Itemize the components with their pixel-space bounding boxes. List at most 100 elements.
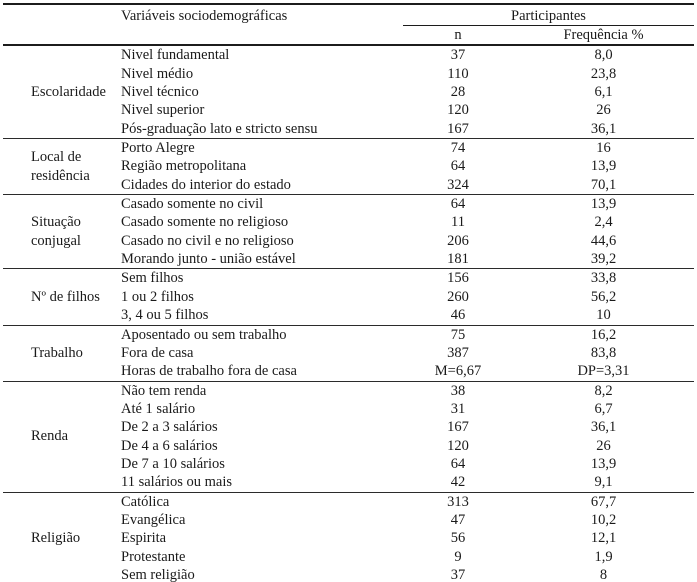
table-row: Local de residência Porto Alegre 74 16 bbox=[3, 138, 694, 195]
freq-cell: 36,1 bbox=[590, 419, 617, 436]
variable-cell: Não tem renda bbox=[118, 380, 403, 400]
variable-cell: Pós-graduação lato e stricto sensu bbox=[121, 120, 318, 137]
freq-cell: 6,7 bbox=[594, 400, 613, 417]
page: Variáveis sociodemográficas Participante… bbox=[0, 3, 697, 582]
table-row: 1 ou 2 filhos 260 56,2 bbox=[3, 288, 694, 306]
n-cell: 56 bbox=[450, 530, 466, 547]
freq-cell: 16 bbox=[513, 138, 694, 158]
n-cell: 9 bbox=[454, 548, 462, 565]
freq-cell: 6,1 bbox=[594, 84, 613, 101]
n-cell: 28 bbox=[450, 84, 466, 101]
n-cell: 167 bbox=[447, 419, 469, 436]
variable-cell: Aposentado ou sem trabalho bbox=[118, 324, 403, 344]
n-cell: 75 bbox=[403, 324, 513, 344]
table-header: Variáveis sociodemográficas Participante… bbox=[3, 4, 694, 47]
table-row: Casado somente no religioso 11 2,4 bbox=[3, 213, 694, 231]
variable-cell: Nivel superior bbox=[121, 102, 205, 119]
table-row: Cidades do interior do estado 324 70,1 bbox=[3, 176, 694, 195]
variable-cell: Casado somente no civil bbox=[118, 194, 403, 214]
table-row: De 7 a 10 salários 64 13,9 bbox=[3, 455, 694, 473]
n-cell: 260 bbox=[447, 288, 469, 305]
empty-header-cell bbox=[118, 25, 403, 47]
variable-cell: Horas de trabalho fora de casa bbox=[121, 363, 297, 380]
table-row: Casado no civil e no religioso 206 44,6 bbox=[3, 232, 694, 250]
freq-cell: 26 bbox=[596, 437, 611, 454]
n-cell: 120 bbox=[447, 437, 469, 454]
variable-cell: De 7 a 10 salários bbox=[121, 455, 225, 472]
category-cell: Renda bbox=[3, 380, 118, 493]
empty-header-cell bbox=[3, 25, 118, 47]
table-row: Protestante 9 1,9 bbox=[3, 548, 694, 566]
freq-cell: 70,1 bbox=[590, 176, 617, 193]
category-cell: Escolaridade bbox=[3, 44, 118, 139]
table-row: Até 1 salário 31 6,7 bbox=[3, 400, 694, 418]
category-cell: Religião bbox=[3, 491, 118, 582]
n-cell: 37 bbox=[403, 44, 513, 65]
variable-cell: De 2 a 3 salários bbox=[121, 419, 218, 436]
variable-cell: Até 1 salário bbox=[121, 400, 196, 417]
freq-cell: 83,8 bbox=[590, 344, 617, 361]
table-row: 11 salários ou mais 42 9,1 bbox=[3, 473, 694, 492]
n-cell: 64 bbox=[450, 158, 466, 175]
table-row: Nº de filhos Sem filhos 156 33,8 bbox=[3, 268, 694, 325]
table-row: Fora de casa 387 83,8 bbox=[3, 344, 694, 362]
variable-cell: 3, 4 ou 5 filhos bbox=[121, 307, 209, 324]
freq-cell: 8,0 bbox=[513, 44, 694, 65]
variables-column-header: Variáveis sociodemográficas bbox=[121, 8, 288, 25]
category-cell: Local de residência bbox=[3, 138, 118, 195]
n-cell: 181 bbox=[447, 251, 469, 268]
category-cell: Trabalho bbox=[3, 324, 118, 382]
variable-cell: Espirita bbox=[121, 530, 167, 547]
header-row-sub: n Frequência % bbox=[3, 25, 694, 47]
table-row: Morando junto - união estável 181 39,2 bbox=[3, 250, 694, 269]
table-body: Escolaridade Nivel fundamental 37 8,0 Nivel … bbox=[3, 44, 694, 582]
variable-cell: Nivel médio bbox=[121, 65, 194, 82]
variable-cell: Região metropolitana bbox=[121, 158, 247, 175]
table-row: Trabalho Aposentado ou sem trabalho 75 16,2 bbox=[3, 324, 694, 382]
sociodemographic-table: Variáveis sociodemográficas Participante… bbox=[3, 3, 694, 582]
n-cell: M=6,67 bbox=[434, 363, 482, 380]
freq-cell: 36,1 bbox=[590, 120, 617, 137]
table-row: Nivel técnico 28 6,1 bbox=[3, 83, 694, 101]
freq-cell: 10,2 bbox=[590, 511, 617, 528]
n-column-header: n bbox=[403, 25, 513, 47]
freq-cell: 2,4 bbox=[594, 214, 613, 231]
variable-cell: Nivel técnico bbox=[121, 84, 199, 101]
n-cell: 120 bbox=[447, 102, 469, 119]
n-cell: 42 bbox=[450, 474, 466, 491]
variable-cell: De 4 a 6 salários bbox=[121, 437, 218, 454]
variable-cell: Cidades do interior do estado bbox=[121, 176, 291, 193]
n-cell: 387 bbox=[447, 344, 469, 361]
frequency-column-header: Frequência % bbox=[513, 25, 694, 47]
n-cell: 74 bbox=[403, 138, 513, 158]
table-row: Região metropolitana 64 13,9 bbox=[3, 157, 694, 175]
freq-cell: 9,1 bbox=[594, 474, 613, 491]
variable-cell: Católica bbox=[118, 491, 403, 511]
freq-cell: DP=3,31 bbox=[577, 363, 630, 380]
header-row-top: Variáveis sociodemográficas Participante… bbox=[3, 4, 694, 26]
table-row: Nivel médio 110 23,8 bbox=[3, 65, 694, 83]
category-cell: Nº de filhos bbox=[3, 268, 118, 325]
category-cell: Situação conjugal bbox=[3, 194, 118, 269]
n-cell: 167 bbox=[447, 120, 469, 137]
freq-cell: 8 bbox=[599, 566, 608, 582]
freq-cell: 56,2 bbox=[590, 288, 617, 305]
freq-cell: 10 bbox=[596, 307, 611, 324]
freq-cell: 44,6 bbox=[590, 232, 617, 249]
n-cell: 156 bbox=[403, 268, 513, 288]
freq-cell: 33,8 bbox=[513, 268, 694, 288]
n-cell: 64 bbox=[450, 455, 466, 472]
n-cell: 11 bbox=[451, 214, 465, 231]
freq-cell: 8,2 bbox=[513, 380, 694, 400]
n-cell: 46 bbox=[450, 307, 466, 324]
variable-cell: Casado no civil e no religioso bbox=[121, 232, 294, 249]
freq-cell: 23,8 bbox=[590, 65, 617, 82]
variable-cell: Evangélica bbox=[121, 511, 186, 528]
n-cell: 206 bbox=[447, 232, 469, 249]
freq-cell: 12,1 bbox=[590, 530, 617, 547]
variable-cell: Nivel fundamental bbox=[118, 44, 403, 65]
variable-cell: 1 ou 2 filhos bbox=[121, 288, 194, 305]
variable-cell: Sem filhos bbox=[118, 268, 403, 288]
table-row: Horas de trabalho fora de casa M=6,67 DP=3… bbox=[3, 362, 694, 381]
table-row: Escolaridade Nivel fundamental 37 8,0 bbox=[3, 44, 694, 139]
